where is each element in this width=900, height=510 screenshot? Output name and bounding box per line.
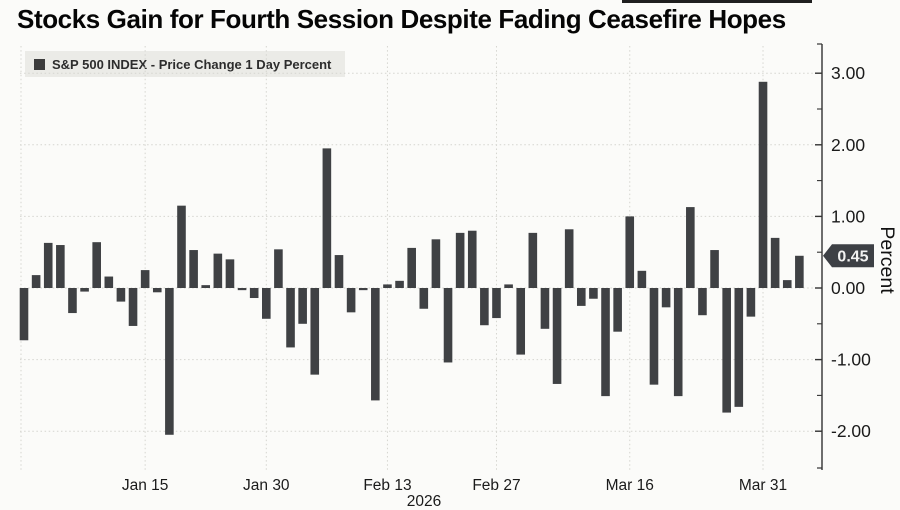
cropped-top-edge-strip [622, 0, 812, 3]
y-tick-label: 2.00 [831, 135, 865, 155]
legend-label: S&P 500 INDEX - Price Change 1 Day Perce… [52, 56, 332, 72]
y-tick-label: -1.00 [831, 350, 871, 370]
bar [225, 259, 235, 288]
bar [516, 288, 526, 355]
bar [492, 288, 501, 319]
bar [637, 270, 647, 288]
bar [140, 270, 150, 288]
bar [346, 288, 356, 313]
x-tick-label: Feb 27 [472, 477, 520, 494]
bar [576, 288, 586, 306]
chart-title: Stocks Gain for Fourth Session Despite F… [17, 4, 786, 34]
bar [431, 239, 441, 288]
bar [43, 242, 53, 288]
bar [673, 288, 683, 397]
bar [589, 288, 598, 299]
bar [128, 288, 138, 326]
bar [92, 242, 101, 288]
bar [661, 288, 671, 308]
y-tick-label: -2.00 [831, 421, 871, 441]
bar [504, 284, 513, 288]
bar [165, 288, 174, 435]
bar [649, 288, 659, 385]
y-tick-label: 1.00 [831, 206, 865, 226]
bar [710, 250, 719, 288]
bar [455, 232, 465, 288]
bar [104, 276, 114, 288]
bar [419, 288, 429, 309]
bar [80, 288, 89, 292]
bar [601, 288, 610, 397]
bar [201, 285, 211, 288]
y-tick-label: 0.00 [831, 278, 865, 298]
bar [19, 288, 29, 341]
bar [795, 255, 804, 288]
bar [552, 288, 562, 384]
bar [152, 288, 162, 293]
bar [686, 207, 695, 288]
bar [480, 288, 489, 326]
bar [274, 249, 283, 288]
bar [177, 205, 186, 288]
bar [722, 288, 731, 413]
bar [782, 280, 792, 288]
bar [528, 232, 538, 288]
bar [237, 288, 247, 291]
bar [395, 280, 404, 288]
bar [189, 250, 198, 288]
x-tick-label: Jan 30 [243, 477, 290, 494]
bar [407, 247, 416, 288]
x-tick-label: Jan 15 [122, 477, 169, 494]
legend: S&P 500 INDEX - Price Change 1 Day Perce… [25, 51, 346, 77]
bar [334, 255, 344, 288]
bar [467, 230, 477, 288]
legend-marker-square-icon [34, 58, 45, 70]
x-tick-label: Mar 16 [606, 477, 654, 494]
bar [770, 237, 780, 288]
bar [286, 288, 295, 348]
bar [116, 288, 126, 302]
bar [322, 148, 332, 288]
bar [358, 288, 368, 291]
bar [625, 216, 635, 288]
y-tick-label: 3.00 [831, 63, 865, 83]
bar [746, 288, 756, 317]
x-tick-label: Mar 31 [739, 477, 787, 494]
bar [56, 245, 65, 288]
bar [613, 288, 622, 332]
bar [540, 288, 550, 329]
x-tick-label: Feb 13 [363, 477, 411, 494]
x-axis-year-label: 2026 [407, 493, 441, 510]
bar [734, 288, 744, 407]
bar [698, 288, 707, 316]
last-value-badge [823, 244, 874, 268]
bar [443, 288, 453, 363]
bar [383, 284, 392, 288]
bar [31, 275, 41, 288]
bar [68, 288, 77, 314]
bar [564, 229, 574, 288]
bar [310, 288, 320, 375]
bar [298, 288, 307, 324]
bar [213, 253, 223, 288]
bar [262, 288, 271, 319]
bar [371, 288, 380, 401]
bar [249, 288, 259, 299]
bar [758, 81, 768, 288]
last-value-badge-label: 0.45 [837, 248, 868, 265]
y-axis-title: Percent [876, 226, 898, 294]
